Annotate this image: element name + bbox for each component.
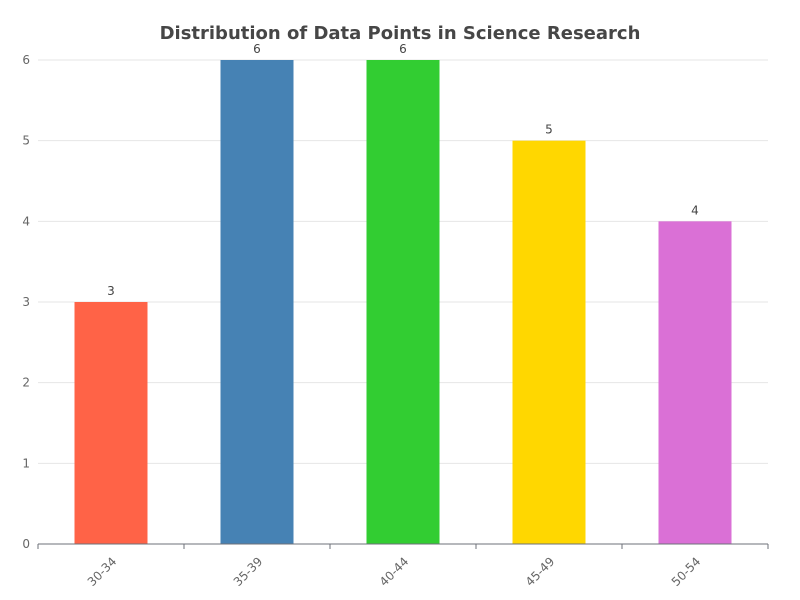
data-label: 3 [107, 284, 115, 298]
x-tick-label: 40-44 [377, 554, 412, 589]
data-label: 4 [691, 203, 699, 217]
x-tick-label: 30-34 [85, 554, 120, 589]
bar[interactable] [74, 302, 148, 544]
x-tick-label: 45-49 [523, 554, 558, 589]
y-tick-label: 0 [22, 537, 30, 551]
y-tick-label: 4 [22, 214, 30, 228]
y-tick-label: 5 [22, 134, 30, 148]
data-label: 5 [545, 123, 553, 137]
bar[interactable] [512, 140, 586, 544]
chart-title: Distribution of Data Points in Science R… [160, 23, 641, 44]
x-tick-label: 35-39 [231, 554, 266, 589]
y-tick-label: 6 [22, 53, 30, 67]
bar[interactable] [220, 60, 294, 544]
bars: 3 6 6 5 4 [74, 42, 732, 545]
x-tick-label: 50-54 [669, 554, 704, 589]
data-label: 6 [399, 42, 407, 56]
data-label: 6 [253, 42, 261, 56]
bar[interactable] [658, 221, 732, 545]
bar[interactable] [366, 60, 440, 544]
y-tick-label: 3 [22, 295, 30, 309]
y-tick-label: 2 [22, 376, 30, 390]
y-tick-label: 1 [22, 456, 30, 470]
